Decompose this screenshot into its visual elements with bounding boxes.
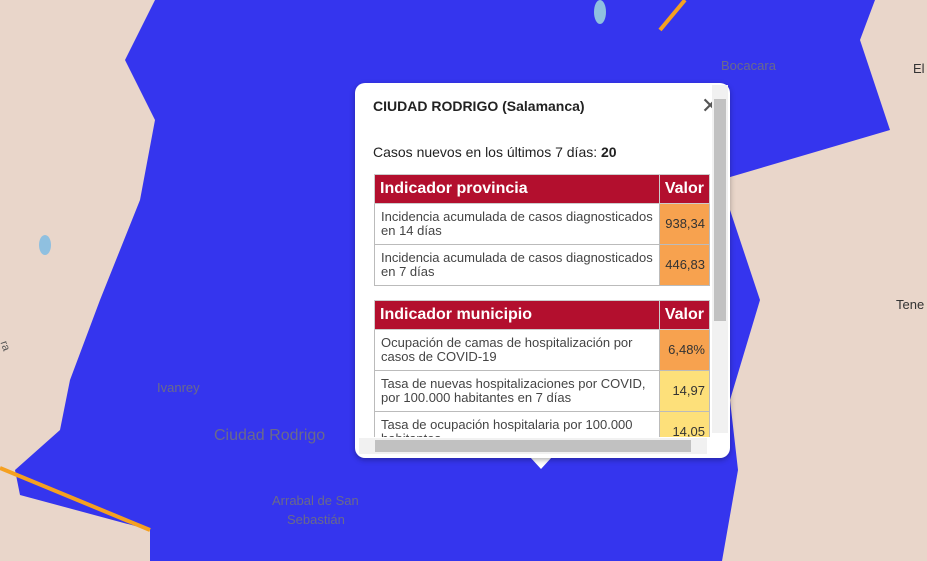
indicator-cell: Tasa de nuevas hospitalizaciones por COV… <box>374 370 660 412</box>
indicator-cell: Ocupación de camas de hospitalización po… <box>374 329 660 371</box>
value-cell: 938,34 <box>658 203 711 245</box>
road <box>0 466 151 532</box>
cases-value: 20 <box>601 144 617 160</box>
scroll-thumb[interactable] <box>375 440 691 452</box>
road <box>658 0 687 32</box>
table-row: Ocupación de camas de hospitalización po… <box>374 329 711 371</box>
value-cell: 14,05 <box>658 411 711 437</box>
place-label: Arrabal de San <box>272 493 359 508</box>
value-cell: 14,97 <box>658 370 711 412</box>
header-cell: Indicador municipio <box>374 300 660 330</box>
vertical-scrollbar[interactable] <box>712 85 728 433</box>
table-row: Incidencia acumulada de casos diagnostic… <box>374 203 711 245</box>
place-label: Ivanrey <box>157 380 200 395</box>
place-label: Ciudad Rodrigo <box>214 427 326 444</box>
popup: CIUDAD RODRIGO (Salamanca) Casos nuevos … <box>355 83 730 458</box>
cases-line: Casos nuevos en los últimos 7 días: 20 <box>373 144 617 160</box>
place-label: El <box>913 61 925 76</box>
header-row: Indicador provincia Valor <box>374 174 711 204</box>
header-row: Indicador municipio Valor <box>374 300 711 330</box>
cases-label: Casos nuevos en los últimos 7 días: <box>373 144 598 160</box>
municipality-table: Indicador municipio Valor Ocupación de cam… <box>374 300 711 437</box>
indicator-cell: Tasa de ocupación hospitalaria por 100.0… <box>374 411 660 437</box>
header-cell: Valor <box>658 174 711 204</box>
value-cell: 6,48% <box>658 329 711 371</box>
lake <box>594 0 606 24</box>
table-row: Tasa de nuevas hospitalizaciones por COV… <box>374 370 711 412</box>
place-label: Bocacara <box>721 58 776 73</box>
horizontal-scrollbar[interactable] <box>359 438 707 454</box>
lake <box>39 235 51 255</box>
popup-content: CIUDAD RODRIGO (Salamanca) Casos nuevos … <box>355 83 712 437</box>
place-label: Tene <box>896 297 925 312</box>
value-cell: 446,83 <box>658 244 711 286</box>
table-row: Incidencia acumulada de casos diagnostic… <box>374 244 711 286</box>
popup-tail <box>530 457 552 469</box>
popup-title: CIUDAD RODRIGO (Salamanca) <box>373 98 585 114</box>
header-cell: Indicador provincia <box>374 174 660 204</box>
place-label: Sebastián <box>287 512 345 527</box>
table-row: Tasa de ocupación hospitalaria por 100.0… <box>374 411 711 437</box>
indicator-cell: Incidencia acumulada de casos diagnostic… <box>374 244 660 286</box>
province-table: Indicador provincia Valor Incidencia acumu… <box>374 174 711 286</box>
indicator-cell: Incidencia acumulada de casos diagnostic… <box>374 203 660 245</box>
scroll-thumb[interactable] <box>714 99 726 321</box>
header-cell: Valor <box>658 300 711 330</box>
